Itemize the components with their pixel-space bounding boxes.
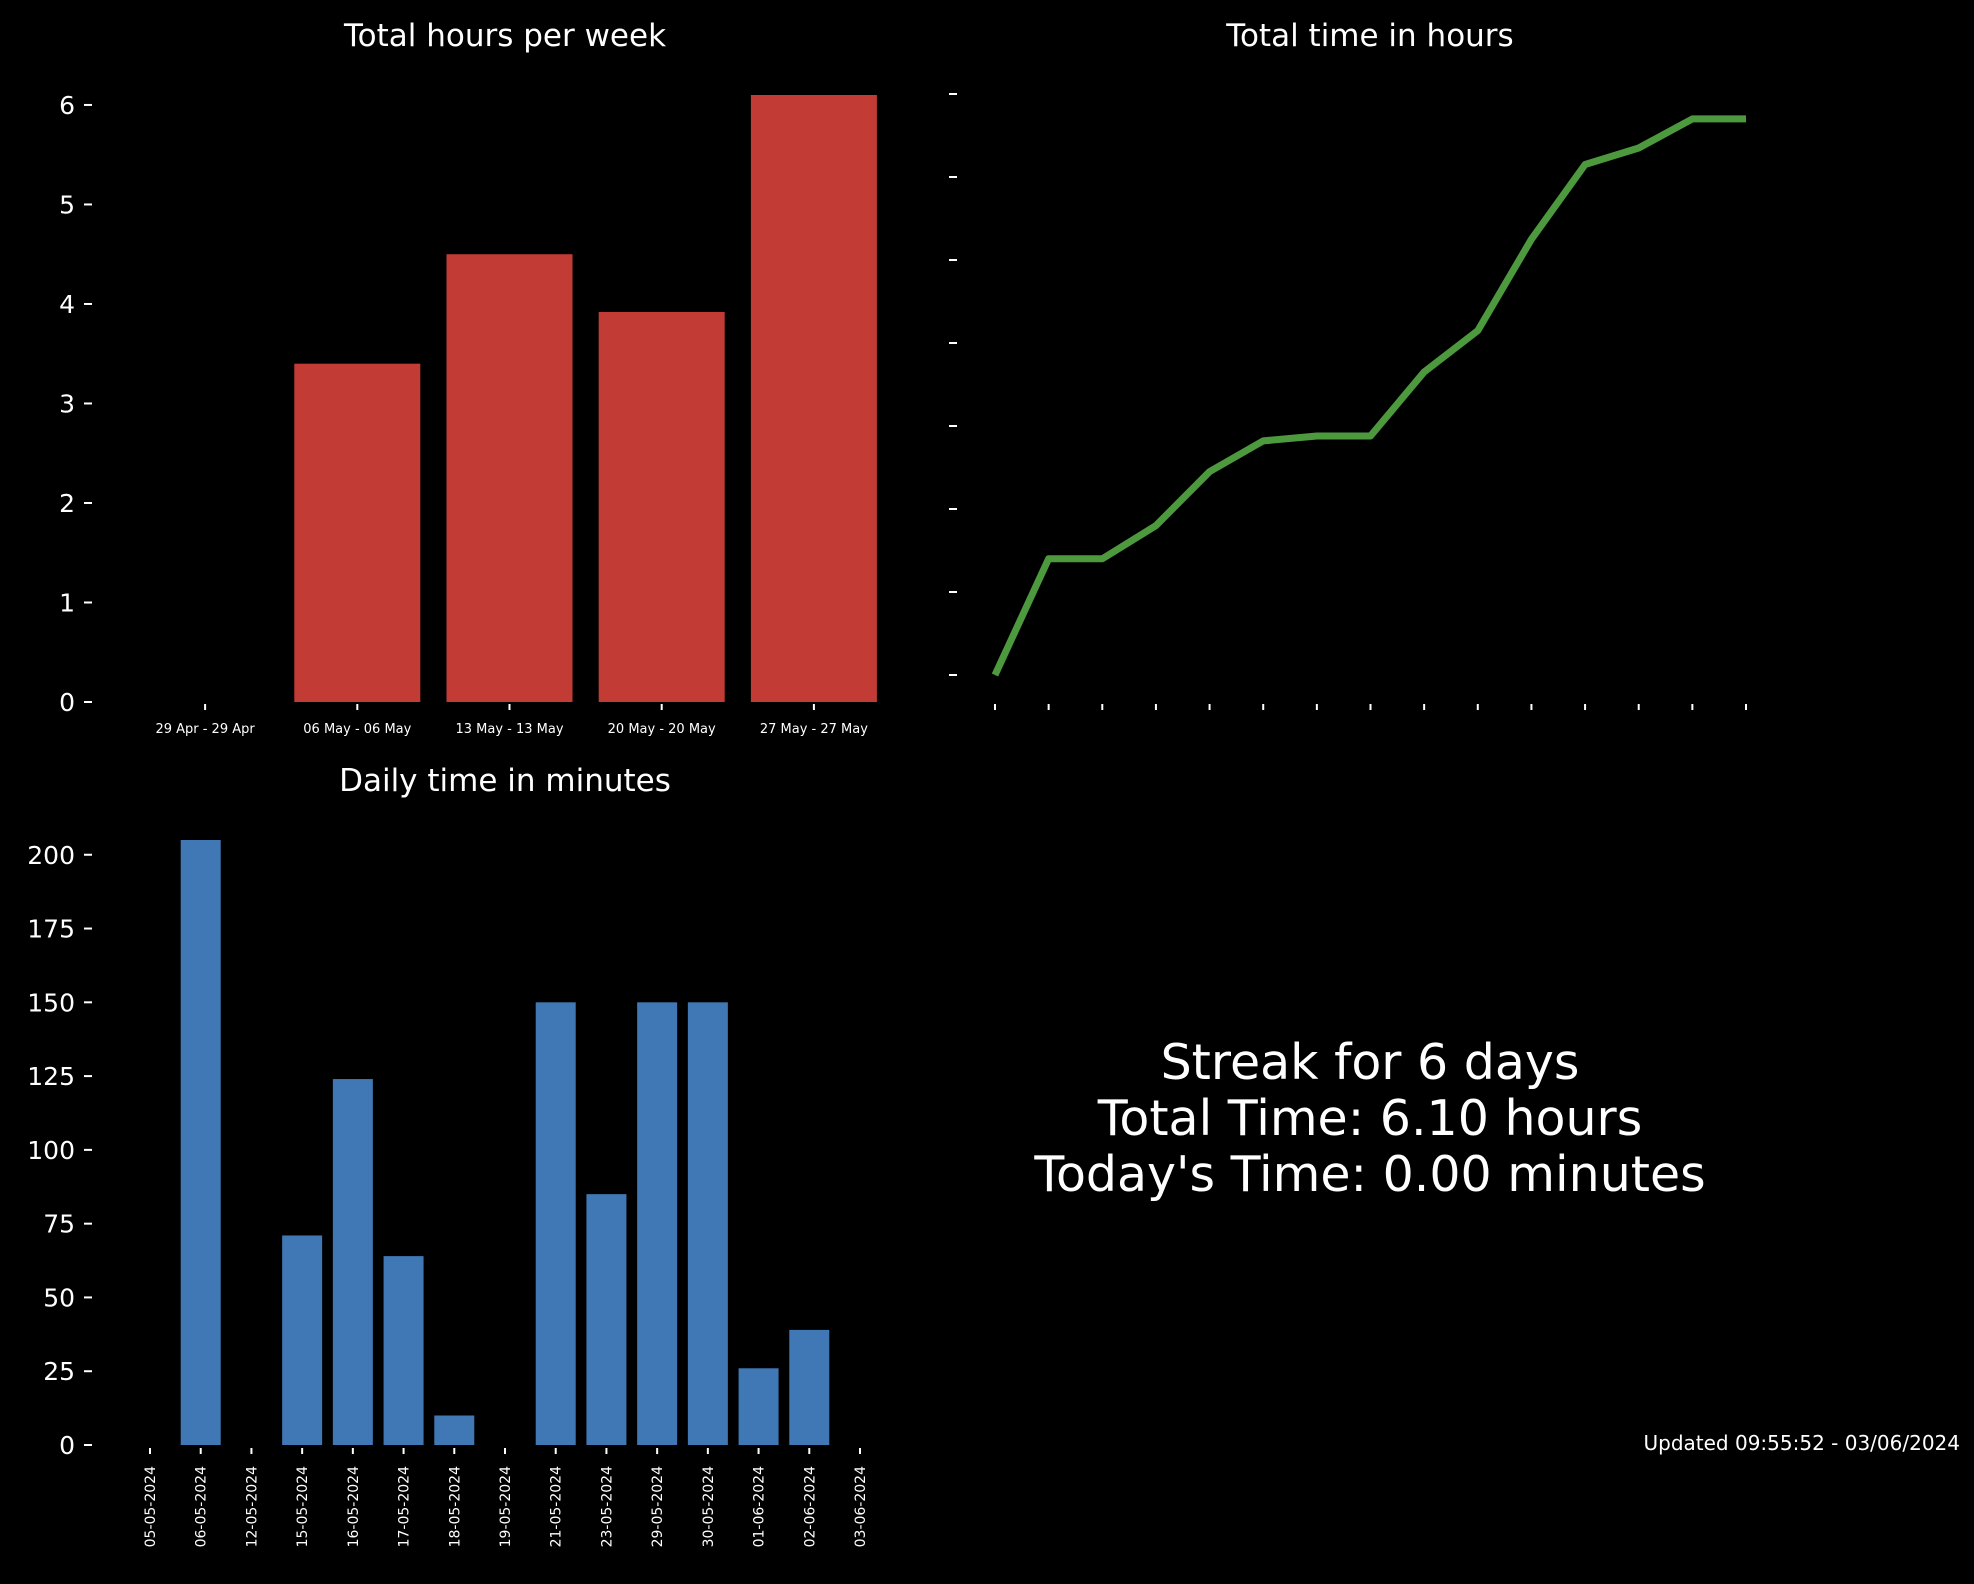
daily-x-tick-label: 15-05-2024 (295, 1466, 311, 1547)
daily-minutes-chart: Daily time in minutes 0 25 50 75 100 125 150 17… (27, 763, 869, 1547)
weekly-y-tick-label: 2 (59, 489, 75, 518)
daily-bar (637, 1002, 678, 1445)
daily-y-tick-label: 0 (59, 1431, 75, 1460)
weekly-y-tick-label: 1 (59, 588, 75, 617)
daily-x-tick-label: 19-05-2024 (498, 1466, 514, 1547)
daily-x-tick-label: 18-05-2024 (447, 1466, 463, 1547)
daily-y-tick-label: 125 (27, 1062, 75, 1091)
weekly-x-tick-label: 20 May - 20 May (608, 722, 716, 737)
daily-x-tick-label: 05-05-2024 (143, 1466, 159, 1547)
weekly-x-tick-label: 27 May - 27 May (760, 722, 868, 737)
weekly-x-tick-label: 29 Apr - 29 Apr (155, 722, 255, 737)
weekly-y-tick-label: 6 (59, 91, 75, 120)
cumulative-chart-title: Total time in hours (1225, 18, 1513, 54)
daily-x-tick-label: 23-05-2024 (599, 1466, 615, 1547)
weekly-bar (294, 363, 421, 702)
cumulative-line (991, 115, 1746, 677)
weekly-bar (750, 95, 877, 702)
daily-bar (586, 1194, 627, 1445)
daily-x-tick-label: 02-06-2024 (802, 1466, 818, 1547)
streak-text: Streak for 6 days (1160, 1034, 1580, 1091)
weekly-x-tick-label: 13 May - 13 May (455, 722, 563, 737)
daily-y-tick-label: 75 (43, 1210, 75, 1239)
daily-bar (738, 1368, 779, 1445)
daily-y-tick-label: 25 (43, 1357, 75, 1386)
daily-bar (383, 1256, 424, 1445)
daily-x-tick-label: 03-06-2024 (853, 1466, 869, 1547)
cumulative-hours-chart: Total time in hours (949, 18, 1747, 710)
daily-x-tick-label: 01-06-2024 (752, 1466, 768, 1547)
daily-x-tick-label: 17-05-2024 (397, 1466, 413, 1547)
weekly-y-tick-label: 4 (59, 290, 75, 319)
daily-x-tick-label: 12-05-2024 (244, 1466, 260, 1547)
daily-y-tick-label: 175 (27, 915, 75, 944)
weekly-y-tick-label: 0 (59, 688, 75, 717)
daily-y-tick-label: 100 (27, 1136, 75, 1165)
daily-bar (434, 1415, 475, 1445)
weekly-x-tick-label: 06 May - 06 May (303, 722, 411, 737)
daily-y-tick-label: 150 (27, 988, 75, 1017)
daily-y-tick-label: 200 (27, 841, 75, 870)
total-time-text: Total Time: 6.10 hours (1097, 1090, 1643, 1147)
daily-bar (687, 1002, 728, 1445)
weekly-bar (446, 254, 573, 702)
daily-chart-title: Daily time in minutes (339, 763, 671, 799)
weekly-y-tick-label: 3 (59, 389, 75, 418)
today-time-text: Today's Time: 0.00 minutes (1034, 1146, 1706, 1203)
weekly-hours-chart: Total hours per week 0 1 2 3 4 5 6 29 Apr - 29 … (59, 18, 877, 737)
daily-x-tick-label: 06-05-2024 (194, 1466, 210, 1547)
daily-x-tick-label: 16-05-2024 (346, 1466, 362, 1547)
daily-bar (332, 1079, 373, 1445)
updated-timestamp: Updated 09:55:52 - 03/06/2024 (1643, 1431, 1960, 1455)
daily-y-tick-label: 50 (43, 1283, 75, 1312)
weekly-y-tick-label: 5 (59, 190, 75, 219)
summary-stats: Streak for 6 days Total Time: 6.10 hours… (970, 1035, 1770, 1203)
daily-bar (180, 840, 221, 1445)
daily-x-tick-label: 29-05-2024 (650, 1466, 666, 1547)
daily-bar (535, 1002, 576, 1445)
daily-bar (282, 1235, 323, 1445)
daily-x-tick-label: 21-05-2024 (549, 1466, 565, 1547)
daily-bar (789, 1329, 830, 1445)
weekly-chart-title: Total hours per week (343, 18, 666, 54)
weekly-bar (598, 311, 725, 702)
daily-x-tick-label: 30-05-2024 (701, 1466, 717, 1547)
